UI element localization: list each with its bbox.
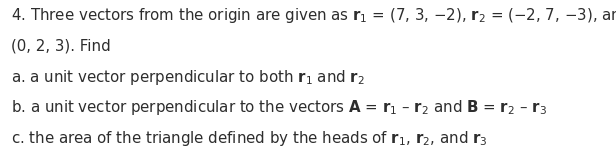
Text: (0, 2, 3). Find: (0, 2, 3). Find xyxy=(11,39,111,54)
Text: a. a unit vector perpendicular to both $\mathbf{r}_1$ and $\mathbf{r}_2$: a. a unit vector perpendicular to both $… xyxy=(11,68,365,87)
Text: c. the area of the triangle defined by the heads of $\mathbf{r}_1$, $\mathbf{r}_: c. the area of the triangle defined by t… xyxy=(11,129,488,148)
Text: b. a unit vector perpendicular to the vectors $\mathbf{A}$ = $\mathbf{r}_1$ – $\: b. a unit vector perpendicular to the ve… xyxy=(11,98,547,117)
Text: 4. Three vectors from the origin are given as $\mathbf{r}_1$ = (7, 3, −2), $\mat: 4. Three vectors from the origin are giv… xyxy=(11,6,616,25)
